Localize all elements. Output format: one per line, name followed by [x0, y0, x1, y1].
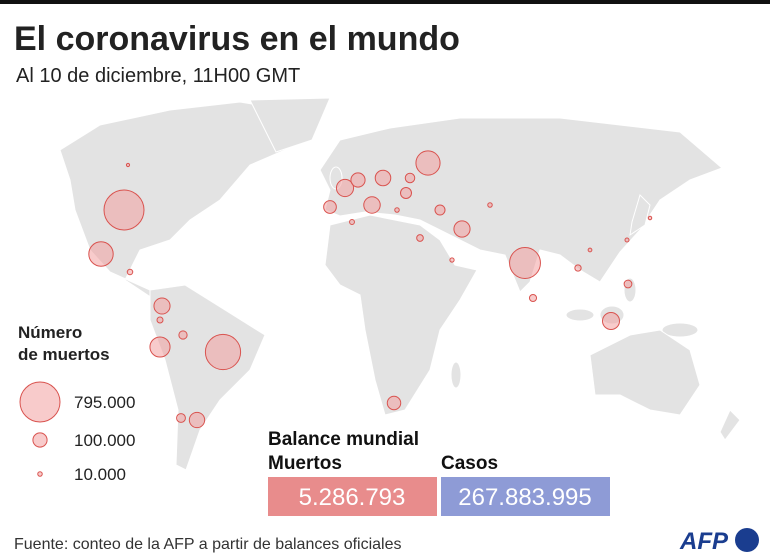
cases-box: [441, 477, 610, 516]
south-america: [149, 284, 266, 471]
legend-title: de muertos: [18, 345, 110, 364]
country-bubble: [178, 330, 188, 340]
country-bubble: [149, 336, 171, 358]
legend-bubble: [19, 381, 61, 423]
new-zealand: [719, 409, 741, 441]
country-bubble: [400, 187, 412, 199]
country-bubble: [453, 220, 471, 238]
country-bubble: [623, 279, 633, 289]
north-america: [59, 101, 301, 302]
country-bubble: [176, 413, 186, 423]
country-bubble: [88, 241, 114, 267]
africa: [324, 214, 478, 416]
country-bubble: [323, 200, 337, 214]
australia: [589, 329, 701, 416]
balance: Balance mundial Muertos Casos 5.286.793 …: [268, 429, 610, 516]
country-bubble: [434, 204, 446, 216]
country-bubble: [574, 264, 582, 272]
country-bubble: [449, 257, 455, 263]
legend-bubble: [37, 471, 43, 477]
country-bubble: [624, 237, 630, 243]
country-bubble: [415, 150, 441, 176]
afp-logo: AFP: [679, 528, 759, 555]
country-bubble: [647, 215, 653, 221]
new-guinea: [661, 322, 699, 338]
deaths-value: 5.286.793: [299, 484, 406, 511]
country-bubble: [153, 297, 171, 315]
legend-label: 10.000: [74, 465, 126, 484]
madagascar: [450, 361, 462, 389]
country-bubble: [335, 178, 355, 198]
top-bar: [0, 0, 770, 4]
cases-label: Casos: [441, 453, 498, 474]
bubbles: [88, 150, 653, 429]
country-bubble: [404, 172, 416, 184]
source: Fuente: conteo de la AFP a partir de bal…: [14, 536, 402, 553]
country-bubble: [374, 169, 392, 187]
country-bubble: [188, 411, 206, 429]
country-bubble: [125, 162, 131, 168]
country-bubble: [204, 333, 242, 371]
subtitle: Al 10 de diciembre, 11H00 GMT: [16, 65, 300, 87]
country-bubble: [487, 202, 493, 208]
country-bubble: [528, 293, 538, 303]
country-bubble: [386, 395, 402, 411]
cases-value: 267.883.995: [458, 484, 591, 511]
balance-title: Balance mundial: [268, 429, 419, 450]
greenland: [249, 97, 331, 153]
deaths-box: [268, 477, 437, 516]
legend-label: 100.000: [74, 431, 135, 450]
logo-dot: [735, 528, 759, 552]
country-bubble: [416, 234, 424, 242]
country-bubble: [601, 311, 621, 331]
country-bubble: [394, 207, 400, 213]
country-bubble: [156, 316, 164, 324]
country-bubble: [126, 268, 134, 276]
legend-bubble: [32, 432, 48, 448]
country-bubble: [350, 172, 366, 188]
japan: [629, 194, 651, 237]
legend-title: Número: [18, 323, 82, 342]
country-bubble: [587, 247, 593, 253]
country-bubble: [349, 219, 355, 225]
world-map: [59, 97, 741, 471]
legend: Número de muertos 795.000 100.000 10.000: [18, 323, 135, 484]
sumatra: [565, 308, 595, 322]
country-bubble: [103, 189, 145, 231]
legend-label: 795.000: [74, 393, 135, 412]
country-bubble: [363, 196, 381, 214]
country-bubble: [509, 247, 541, 279]
title: El coronavirus en el mundo: [14, 20, 460, 58]
logo-text: AFP: [679, 528, 729, 555]
deaths-label: Muertos: [268, 453, 342, 474]
